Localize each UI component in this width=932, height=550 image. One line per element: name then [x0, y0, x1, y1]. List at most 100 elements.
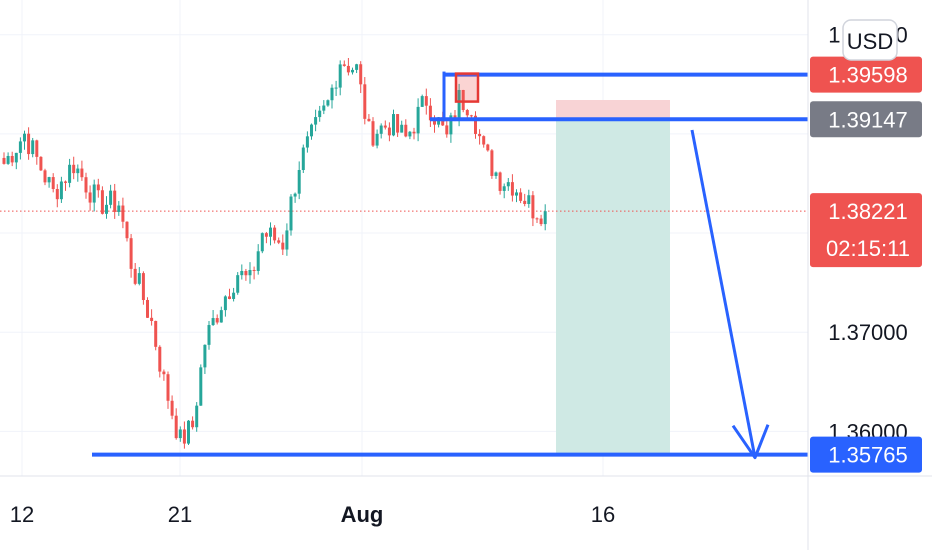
- time-axis[interactable]: 12 21 Aug 16: [10, 502, 615, 527]
- candle-body: [162, 371, 166, 375]
- candle-body: [346, 65, 350, 73]
- candle-body: [228, 296, 231, 299]
- drawn-horizontal-lines[interactable]: [92, 71, 808, 457]
- candle-body: [264, 233, 268, 237]
- candle-body: [277, 240, 281, 243]
- candle-body: [244, 270, 248, 276]
- candle-body: [420, 96, 424, 107]
- candle-body: [543, 211, 547, 225]
- candle-body: [424, 96, 428, 106]
- candle-body: [445, 125, 449, 135]
- candle-body: [166, 374, 170, 401]
- candle-body: [338, 64, 342, 88]
- candle-body: [51, 177, 55, 190]
- candle-body: [330, 87, 334, 101]
- candle-body: [31, 140, 35, 155]
- price-label-bg: [810, 101, 922, 138]
- candle-body: [232, 292, 236, 299]
- candle-body: [260, 233, 264, 252]
- candle-body: [191, 420, 195, 428]
- candle-body: [203, 344, 207, 368]
- candle-body: [154, 320, 158, 347]
- arrow-shaft: [690, 129, 757, 458]
- candle-body: [68, 164, 72, 183]
- candle-body: [301, 147, 305, 171]
- candle-body: [84, 177, 88, 193]
- candle-body: [6, 155, 10, 164]
- candle-body: [236, 275, 240, 293]
- candle-body: [80, 168, 84, 178]
- candle-body: [305, 136, 309, 148]
- candle-body: [408, 131, 412, 137]
- candle-body: [182, 429, 186, 444]
- candle-body: [64, 181, 67, 183]
- time-tick-label: Aug: [341, 502, 384, 527]
- price-label-bg: [810, 193, 922, 268]
- price-label-value: 1.39598: [828, 63, 908, 88]
- candle-body: [10, 155, 14, 163]
- projection-arrow[interactable]: [690, 129, 770, 460]
- candle-body: [494, 172, 498, 176]
- candlestick-series: [2, 58, 547, 449]
- candle-body: [351, 69, 354, 73]
- candle-body: [400, 124, 404, 133]
- candle-body: [293, 193, 297, 197]
- candle-body: [502, 186, 506, 191]
- candle-body: [187, 420, 190, 444]
- candle-body: [355, 64, 359, 70]
- candle-body: [510, 182, 514, 196]
- candle-body: [474, 115, 477, 134]
- price-label-bg: [810, 436, 922, 473]
- candle-body: [539, 218, 543, 225]
- time-tick-label: 21: [168, 502, 192, 527]
- candle-body: [248, 269, 252, 276]
- candle-body: [404, 124, 408, 137]
- candle-body: [392, 114, 395, 136]
- candle-body: [55, 189, 59, 200]
- candle-body: [285, 230, 289, 250]
- candle-body: [129, 238, 133, 269]
- candle-body: [158, 346, 162, 372]
- take-profit-zone[interactable]: [556, 119, 670, 455]
- candle-body: [523, 200, 527, 204]
- candle-body: [76, 168, 80, 174]
- candle-body: [92, 184, 96, 203]
- stop-loss-zone[interactable]: [556, 100, 670, 120]
- position-zones: [556, 100, 670, 455]
- candle-body: [240, 270, 244, 276]
- candle-body: [105, 204, 108, 214]
- candle-body: [367, 118, 371, 122]
- candle-body: [461, 89, 465, 111]
- candle-body: [2, 157, 6, 164]
- price-label-value: 1.38221: [828, 199, 908, 224]
- candle-body: [174, 415, 178, 439]
- candle-body: [178, 429, 182, 439]
- candle-body: [273, 227, 277, 241]
- candle-body: [396, 114, 400, 133]
- candle-body: [18, 141, 22, 153]
- candle-body: [412, 131, 416, 134]
- highlight-box[interactable]: [454, 72, 480, 103]
- candle-body: [219, 310, 223, 323]
- currency-button[interactable]: USD: [842, 19, 898, 61]
- candle-body: [109, 190, 113, 205]
- candle-body: [117, 205, 121, 212]
- candle-body: [133, 268, 137, 284]
- candle-body: [515, 192, 518, 196]
- candle-body: [326, 100, 330, 106]
- candle-body: [506, 182, 510, 187]
- candle-body: [465, 110, 469, 116]
- candle-body: [281, 242, 285, 250]
- candle-body: [252, 269, 256, 271]
- currency-label: USD: [847, 29, 893, 54]
- candle-body: [482, 136, 486, 145]
- arrow-head: [731, 424, 770, 460]
- candle-body: [486, 144, 490, 151]
- candle-body: [35, 140, 39, 157]
- candle-body: [342, 64, 346, 66]
- price-label-countdown: 02:15:11: [826, 236, 910, 261]
- candle-body: [121, 205, 125, 222]
- candle-body: [322, 105, 326, 111]
- candle-body: [88, 192, 92, 203]
